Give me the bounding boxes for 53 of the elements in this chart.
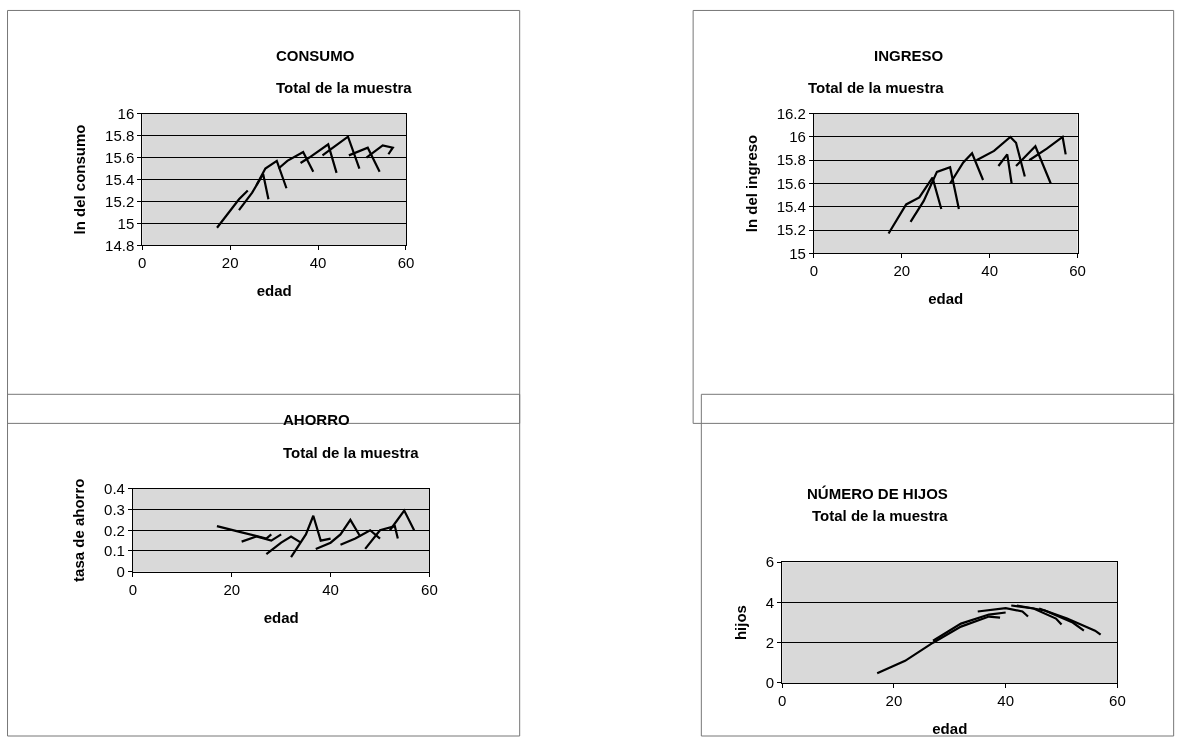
- x-axis-title: edad: [932, 719, 968, 737]
- y-tick-label: 14.8: [105, 236, 135, 254]
- y-axis-title: ln del ingreso: [742, 134, 760, 233]
- x-tick-label: 40: [309, 254, 327, 272]
- chart-title: CONSUMO: [276, 47, 355, 64]
- y-tick-label: 6: [765, 553, 775, 571]
- x-tick-label: 20: [221, 254, 239, 272]
- y-tick-label: 16: [789, 128, 806, 146]
- y-tick-label: 0: [765, 674, 775, 692]
- chart-title: INGRESO: [874, 47, 944, 64]
- y-tick-label: 4: [765, 593, 775, 611]
- x-tick-label: 0: [809, 262, 819, 280]
- y-tick-label: 16: [117, 104, 135, 122]
- x-tick-label: 60: [1109, 691, 1126, 709]
- x-tick-label: 60: [397, 254, 415, 272]
- x-tick-label: 40: [997, 691, 1015, 709]
- chart-title: NÚMERO DE HIJOS: [807, 485, 948, 502]
- y-tick-label: 15.4: [776, 198, 806, 215]
- x-tick-label: 40: [322, 580, 339, 598]
- chart-subtitle: Total de la muestra: [808, 79, 945, 96]
- y-tick-label: 15.8: [776, 151, 806, 169]
- y-axis-title: ln del consumo: [71, 124, 89, 235]
- y-tick-label: 0.4: [104, 480, 125, 498]
- y-tick-label: 0.3: [104, 500, 125, 518]
- y-tick-label: 15: [117, 214, 135, 232]
- x-axis-title: edad: [256, 282, 292, 300]
- x-axis-title: edad: [263, 608, 299, 626]
- x-tick-label: 20: [893, 262, 911, 280]
- y-tick-label: 15.2: [105, 192, 135, 210]
- y-tick-label: 15: [789, 244, 806, 262]
- chart-subtitle: Total de la muestra: [283, 444, 420, 461]
- y-tick-label: 0.2: [104, 521, 125, 539]
- x-tick-label: 40: [981, 262, 998, 280]
- y-tick-label: 15.2: [776, 221, 806, 239]
- y-axis-title: hijos: [732, 605, 750, 641]
- y-tick-label: 2: [765, 633, 775, 651]
- y-tick-label: 15.6: [776, 174, 806, 192]
- y-tick-label: 0.1: [104, 542, 125, 560]
- y-tick-label: 15.8: [105, 126, 135, 144]
- y-tick-label: 0: [116, 562, 125, 580]
- y-tick-label: 15.6: [105, 148, 135, 166]
- chart-title: AHORRO: [283, 411, 350, 428]
- x-tick-label: 60: [1069, 262, 1086, 280]
- y-tick-label: 16.2: [776, 104, 806, 122]
- x-tick-label: 20: [223, 580, 241, 598]
- x-tick-label: 20: [885, 691, 903, 709]
- chart-subtitle: Total de la muestra: [812, 507, 949, 524]
- chart-subtitle: Total de la muestra: [276, 79, 413, 96]
- y-tick-label: 15.4: [105, 170, 135, 188]
- x-tick-label: 60: [421, 580, 438, 598]
- y-axis-title: tasa de ahorro: [70, 478, 88, 582]
- x-axis-title: edad: [928, 290, 964, 308]
- x-tick-label: 0: [138, 254, 147, 272]
